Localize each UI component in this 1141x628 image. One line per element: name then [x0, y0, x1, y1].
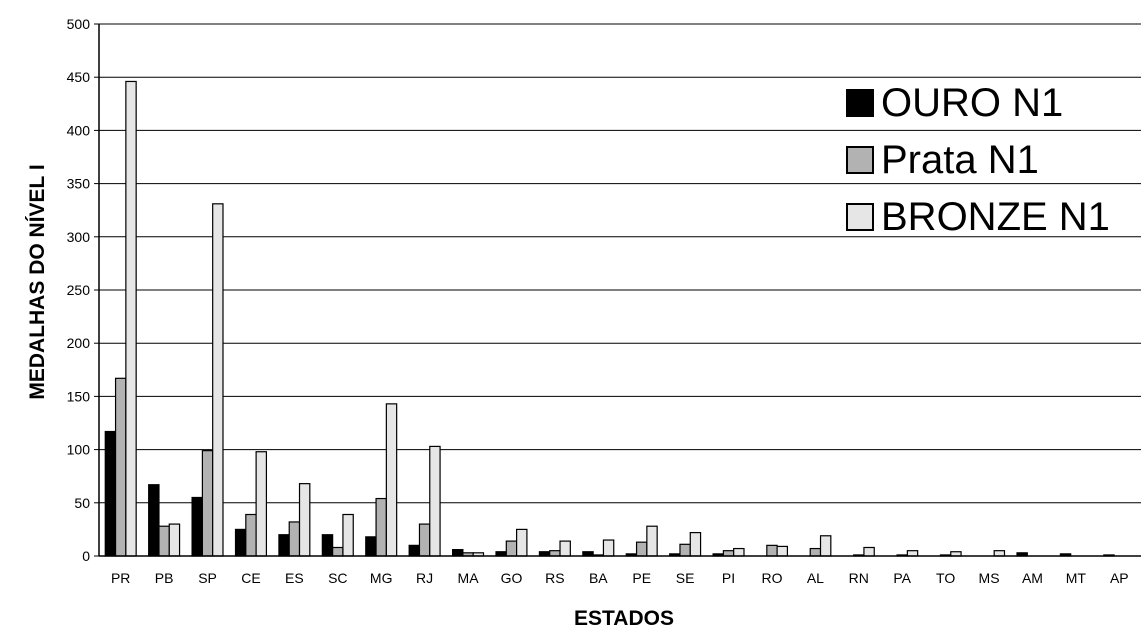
bar-ce-2: [245, 513, 257, 557]
bar-ro-3: [776, 545, 789, 557]
x-tick-label: PR: [111, 570, 130, 586]
bar-mg-1: [365, 536, 377, 557]
bar-se-3: [689, 531, 702, 557]
bar-rs-3: [559, 540, 571, 557]
bar-ma-1: [451, 549, 464, 557]
bars: [104, 80, 1115, 557]
x-tick-label: ES: [285, 570, 304, 586]
bar-go-3: [516, 528, 528, 557]
bar-pb-1: [148, 484, 160, 557]
legend: OURO N1 Prata N1 BRONZE N1: [846, 81, 1110, 239]
bar-rn-3: [863, 546, 875, 557]
x-tick-label: MS: [979, 570, 1000, 586]
bar-al-2: [809, 547, 822, 557]
bar-rj-2: [418, 523, 431, 557]
x-tick-label: SC: [328, 570, 347, 586]
legend-swatch: [846, 203, 874, 231]
legend-label: Prata N1: [881, 138, 1039, 182]
bar-ro-2: [766, 544, 778, 557]
x-tick-label: SP: [198, 570, 217, 586]
x-tick-label: AP: [1110, 570, 1129, 586]
y-tick-label: 250: [67, 282, 91, 298]
y-tick-label: 500: [67, 16, 91, 32]
bar-ce-3: [255, 451, 268, 557]
x-tick-label: TO: [936, 570, 955, 586]
y-tick-label: 150: [67, 388, 91, 404]
x-axis-title: ESTADOS: [574, 607, 674, 628]
x-tick-label: CE: [241, 570, 260, 586]
bar-pr-2: [114, 377, 127, 557]
y-axis-title: MEDALHAS DO NÍVEL I: [26, 164, 49, 399]
bar-pr-3: [125, 80, 137, 557]
x-tick-labels: PR PB SP CE ES SC MG RJ MA GO RS BA PE SE PI RO AL RN PA TO…: [111, 570, 1129, 586]
x-tick-label: RO: [761, 570, 782, 586]
bar-sc-2: [332, 546, 344, 557]
x-tick-label: SE: [676, 570, 695, 586]
bar-pe-2: [635, 541, 648, 557]
bar-sp-1: [191, 496, 203, 557]
bar-al-3: [819, 535, 832, 557]
bar-ba-3: [602, 539, 615, 557]
bar-rj-3: [429, 445, 441, 557]
y-tick-label: 350: [67, 176, 91, 192]
x-tick-label: BA: [589, 570, 608, 586]
x-tick-label: MT: [1066, 570, 1087, 586]
bar-pi-2: [722, 550, 735, 557]
bar-se-2: [679, 543, 691, 557]
x-tick-label: RS: [545, 570, 564, 586]
bar-rj-1: [408, 544, 421, 557]
bar-rs-2: [549, 550, 561, 557]
legend-swatch: [846, 146, 874, 174]
bar-go-2: [505, 540, 518, 557]
legend-label: BRONZE N1: [881, 195, 1110, 239]
bar-ce-1: [234, 528, 247, 557]
y-tick-labels: 0 50 100 150 200 250 300 350 400 450 500: [67, 16, 91, 564]
bar-sp-2: [201, 450, 214, 557]
bar-sc-1: [321, 534, 334, 557]
bar-pb-2: [158, 525, 170, 557]
y-tick-label: 450: [67, 69, 91, 85]
bar-mg-2: [375, 497, 387, 557]
bar-sc-3: [342, 513, 354, 557]
x-tick-label: MA: [458, 570, 480, 586]
bar-pa-3: [906, 550, 919, 557]
bar-ms-3: [993, 550, 1006, 557]
y-tick-label: 100: [67, 442, 91, 458]
x-tick-label: GO: [501, 570, 523, 586]
y-tick-label: 300: [67, 229, 91, 245]
y-tick-label: 50: [74, 495, 90, 511]
gridlines: [99, 23, 1141, 504]
bar-sp-3: [212, 203, 224, 557]
x-tick-label: PI: [722, 570, 735, 586]
y-tick-label: 200: [67, 335, 91, 351]
x-tick-label: AL: [807, 570, 824, 586]
x-tick-label: PB: [155, 570, 174, 586]
axes: [94, 23, 1141, 557]
x-tick-label: MG: [370, 570, 393, 586]
y-tick-label: 0: [82, 548, 90, 564]
bar-mg-3: [385, 403, 398, 557]
x-tick-label: RN: [849, 570, 869, 586]
y-tick-label: 400: [67, 122, 91, 138]
x-tick-label: PE: [632, 570, 651, 586]
legend-label: OURO N1: [881, 81, 1063, 125]
bar-es-2: [288, 521, 301, 557]
x-tick-label: RJ: [416, 570, 433, 586]
x-tick-label: PA: [893, 570, 911, 586]
bar-es-3: [298, 483, 311, 557]
bar-pe-3: [646, 525, 658, 557]
bar-pb-3: [168, 523, 181, 557]
bar-es-1: [278, 534, 290, 557]
legend-swatch: [846, 89, 874, 117]
x-tick-label: AM: [1022, 570, 1043, 586]
bar-pr-1: [104, 430, 117, 557]
bar-pi-3: [733, 547, 745, 557]
